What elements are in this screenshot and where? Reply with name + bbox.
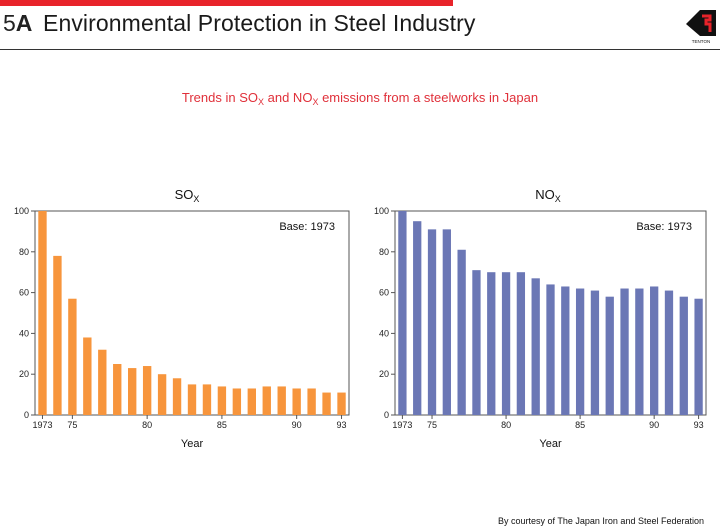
no-x-tick-label: 93: [694, 420, 704, 430]
no-bar: [501, 272, 511, 415]
section-number: 5A: [3, 10, 33, 36]
footer-credit: By courtesy of The Japan Iron and Steel …: [498, 516, 704, 526]
no-bar: [531, 278, 540, 415]
no-x-tick-label: 75: [427, 420, 437, 430]
so-x-tick-label: 93: [337, 420, 347, 430]
no-bar: [472, 270, 481, 415]
so-y-tick-label: 80: [19, 247, 29, 257]
chart-subtitle: Trends in SOX and NOX emissions from a s…: [181, 90, 539, 107]
no-bar: [427, 229, 437, 415]
no-bar: [561, 286, 570, 415]
so-bar: [277, 386, 286, 415]
so-y-tick-label: 0: [24, 410, 29, 420]
no-x-tick-label: 85: [575, 420, 585, 430]
so-y-tick-label: 40: [19, 328, 29, 338]
no-y-tick-label: 60: [379, 288, 389, 298]
so-bar: [83, 337, 92, 415]
no-y-tick-label: 40: [379, 328, 389, 338]
no-bar: [516, 272, 526, 415]
no-y-tick-label: 0: [384, 410, 389, 420]
no-x-axis-label: Year: [539, 438, 562, 450]
no-bar: [487, 272, 496, 415]
no-bar: [605, 296, 614, 415]
no-bar: [575, 288, 585, 415]
so-y-tick-label: 20: [19, 369, 29, 379]
no-x-tick-label: 80: [501, 420, 511, 430]
so-base-annotation: Base: 1973: [279, 221, 335, 233]
no-bar: [398, 211, 407, 415]
no-base-annotation: Base: 1973: [636, 221, 692, 233]
so-bar: [232, 388, 242, 415]
header-accent-bar: [0, 0, 453, 6]
no-bar: [457, 249, 466, 415]
so-bar: [53, 255, 62, 415]
so-bar: [262, 386, 271, 415]
so-bar: [128, 368, 137, 415]
no-y-tick-label: 100: [374, 206, 389, 216]
so-x-tick-label: 90: [292, 420, 302, 430]
so-bar: [187, 384, 197, 415]
so-bar: [68, 298, 77, 415]
no-bar: [546, 284, 555, 415]
no-chart: 0 20 40 60 80 100 1973 75 80 85 90 93 Base: 1973 Year: [374, 206, 707, 450]
no-bar: [590, 290, 600, 415]
so-bar: [142, 366, 152, 415]
no-bar: [679, 296, 688, 415]
so-x-tick-label: 1973: [32, 420, 52, 430]
so-y-tick-label: 100: [14, 206, 29, 216]
so-x-axis-label: Year: [181, 438, 204, 450]
so-bar: [247, 388, 256, 415]
so-bar: [292, 388, 301, 415]
so-chart: 0 20 40 60 80 100 1973 75 80 85 90 93 Base: 1973 Year: [14, 206, 350, 450]
no-bar: [620, 288, 629, 415]
no-x-tick-label: 1973: [392, 420, 412, 430]
so-bar: [307, 388, 316, 415]
so-x-tick-label: 75: [67, 420, 77, 430]
no-bar: [413, 221, 422, 415]
no-x-tick-label: 90: [649, 420, 659, 430]
no-y-tick-label: 80: [379, 247, 389, 257]
page-title: Environmental Protection in Steel Indust…: [43, 10, 476, 36]
so-bar: [38, 211, 47, 415]
so-bar: [172, 378, 182, 415]
so-x-tick-label: 85: [217, 420, 227, 430]
so-bar: [98, 349, 107, 415]
no-chart-title: NOX: [535, 187, 561, 204]
so-bar: [113, 364, 122, 415]
so-bar: [337, 392, 346, 415]
no-bar: [694, 298, 703, 415]
so-bar: [322, 392, 331, 415]
no-bar: [650, 286, 659, 415]
so-x-tick-label: 80: [142, 420, 152, 430]
no-bar: [664, 290, 674, 415]
logo-icon: TENTON: [686, 10, 716, 44]
so-bar: [202, 384, 212, 415]
header-divider: [0, 49, 720, 50]
so-chart-title: SOX: [174, 187, 200, 204]
logo-text: TENTON: [692, 39, 710, 44]
so-y-tick-label: 60: [19, 288, 29, 298]
no-y-tick-label: 20: [379, 369, 389, 379]
no-bar: [635, 288, 644, 415]
no-bar: [442, 229, 451, 415]
so-bar: [217, 386, 227, 415]
so-bar: [157, 374, 167, 415]
